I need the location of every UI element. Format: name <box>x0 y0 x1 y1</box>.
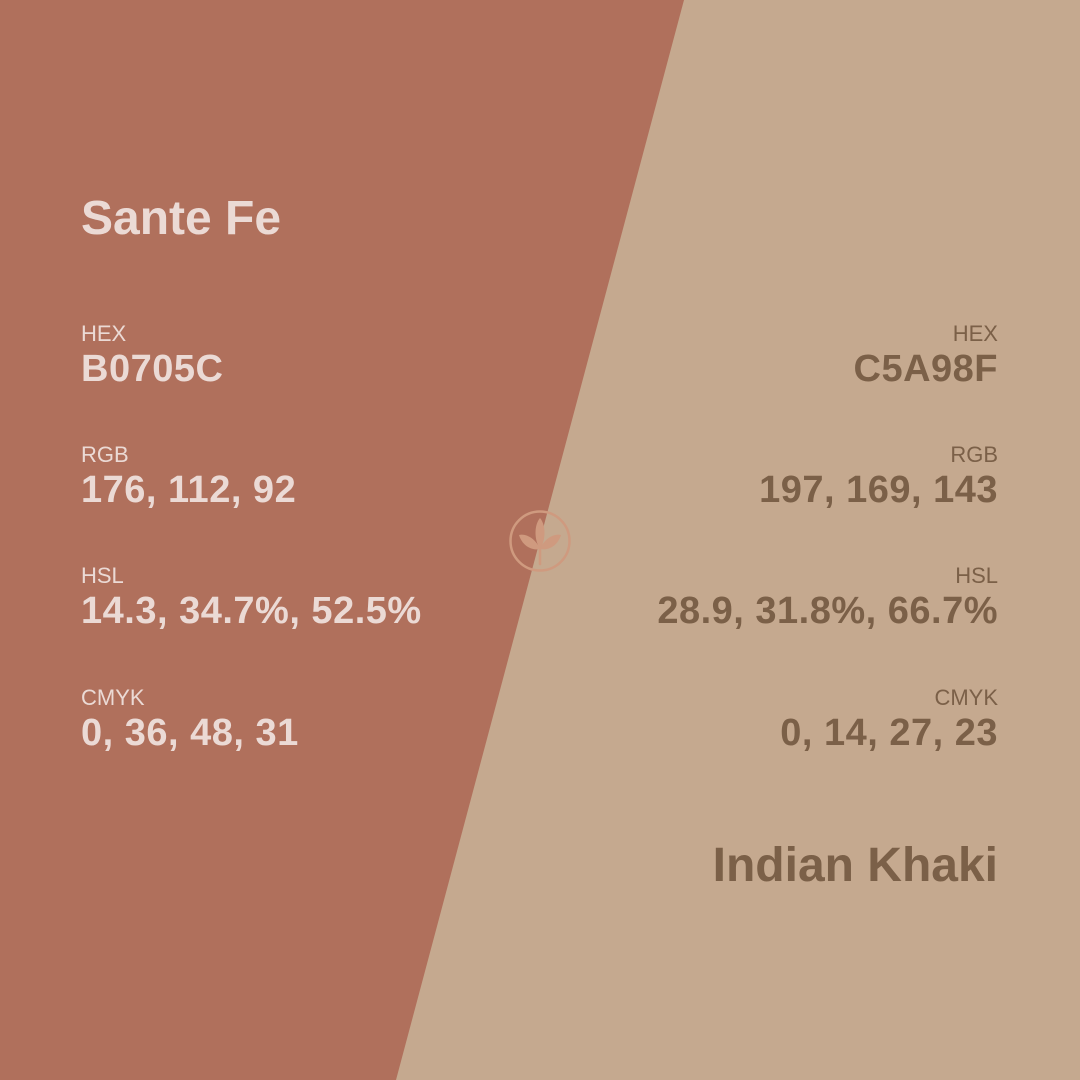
left-hsl-label: HSL <box>81 563 124 588</box>
leaf-logo-icon <box>509 510 571 572</box>
left-rgb-field: RGB 176, 112, 92 <box>81 442 541 512</box>
left-hsl-value: 14.3, 34.7%, 52.5% <box>81 590 422 632</box>
left-cmyk-field: CMYK 0, 36, 48, 31 <box>81 685 541 755</box>
right-hsl-label: HSL <box>955 563 998 588</box>
right-cmyk-value: 0, 14, 27, 23 <box>780 712 998 754</box>
right-color-name: Indian Khaki <box>712 839 998 892</box>
left-rgb-label: RGB <box>81 442 129 467</box>
left-cmyk-value: 0, 36, 48, 31 <box>81 712 299 754</box>
right-rgb-field: RGB 197, 169, 143 <box>538 442 998 512</box>
left-swatch-background <box>0 0 684 1080</box>
left-hex-field: HEX B0705C <box>81 321 541 391</box>
left-color-name: Sante Fe <box>81 192 282 245</box>
right-cmyk-label: CMYK <box>934 685 998 710</box>
right-rgb-label: RGB <box>950 442 998 467</box>
left-hex-value: B0705C <box>81 348 224 390</box>
right-hsl-value: 28.9, 31.8%, 66.7% <box>657 590 998 632</box>
right-hex-label: HEX <box>952 321 998 346</box>
left-hsl-field: HSL 14.3, 34.7%, 52.5% <box>81 563 541 633</box>
left-hex-label: HEX <box>81 321 127 346</box>
right-rgb-value: 197, 169, 143 <box>759 469 998 511</box>
right-hex-value: C5A98F <box>853 348 998 390</box>
right-cmyk-field: CMYK 0, 14, 27, 23 <box>538 685 998 755</box>
right-hex-field: HEX C5A98F <box>538 321 999 391</box>
left-rgb-value: 176, 112, 92 <box>81 469 297 511</box>
right-hsl-field: HSL 28.9, 31.8%, 66.7% <box>538 563 998 633</box>
left-cmyk-label: CMYK <box>81 685 145 710</box>
